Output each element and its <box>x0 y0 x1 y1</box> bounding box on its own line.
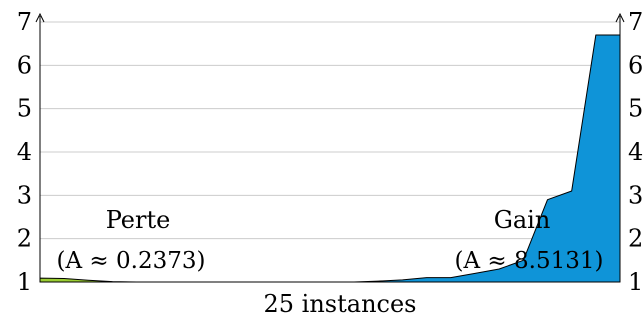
series-area-label-gain: (A ≈ 8.5131) <box>455 248 604 274</box>
y-tick-left-5: 5 <box>17 95 32 123</box>
y-axis-left-ticks: 1 2 3 4 5 6 7 <box>17 8 32 296</box>
y-axis-right-arrow <box>615 12 625 23</box>
series-area-label-perte: (A ≈ 0.2373) <box>57 248 206 274</box>
y-tick-left-6: 6 <box>17 51 32 79</box>
y-tick-left-7: 7 <box>17 8 32 36</box>
x-axis-label: 25 instances <box>264 290 417 318</box>
y-tick-right-5: 5 <box>628 95 643 123</box>
y-tick-right-3: 3 <box>628 181 643 209</box>
y-tick-right-6: 6 <box>628 51 643 79</box>
y-axis-left-arrow <box>35 12 45 23</box>
y-tick-right-7: 7 <box>628 8 643 36</box>
series-label-gain: Gain <box>494 206 551 234</box>
y-tick-left-4: 4 <box>17 138 32 166</box>
area-series <box>39 34 621 283</box>
y-tick-right-4: 4 <box>628 138 643 166</box>
y-tick-right-2: 2 <box>628 225 643 253</box>
y-tick-left-2: 2 <box>17 225 32 253</box>
area-gain <box>39 34 621 283</box>
gridlines <box>40 21 620 283</box>
y-tick-left-1: 1 <box>17 268 32 296</box>
series-label-perte: Perte <box>106 206 171 234</box>
axes <box>35 12 625 283</box>
y-tick-right-1: 1 <box>628 268 643 296</box>
y-axis-right-ticks: 1 2 3 4 5 6 7 <box>628 8 643 296</box>
y-tick-left-3: 3 <box>17 181 32 209</box>
